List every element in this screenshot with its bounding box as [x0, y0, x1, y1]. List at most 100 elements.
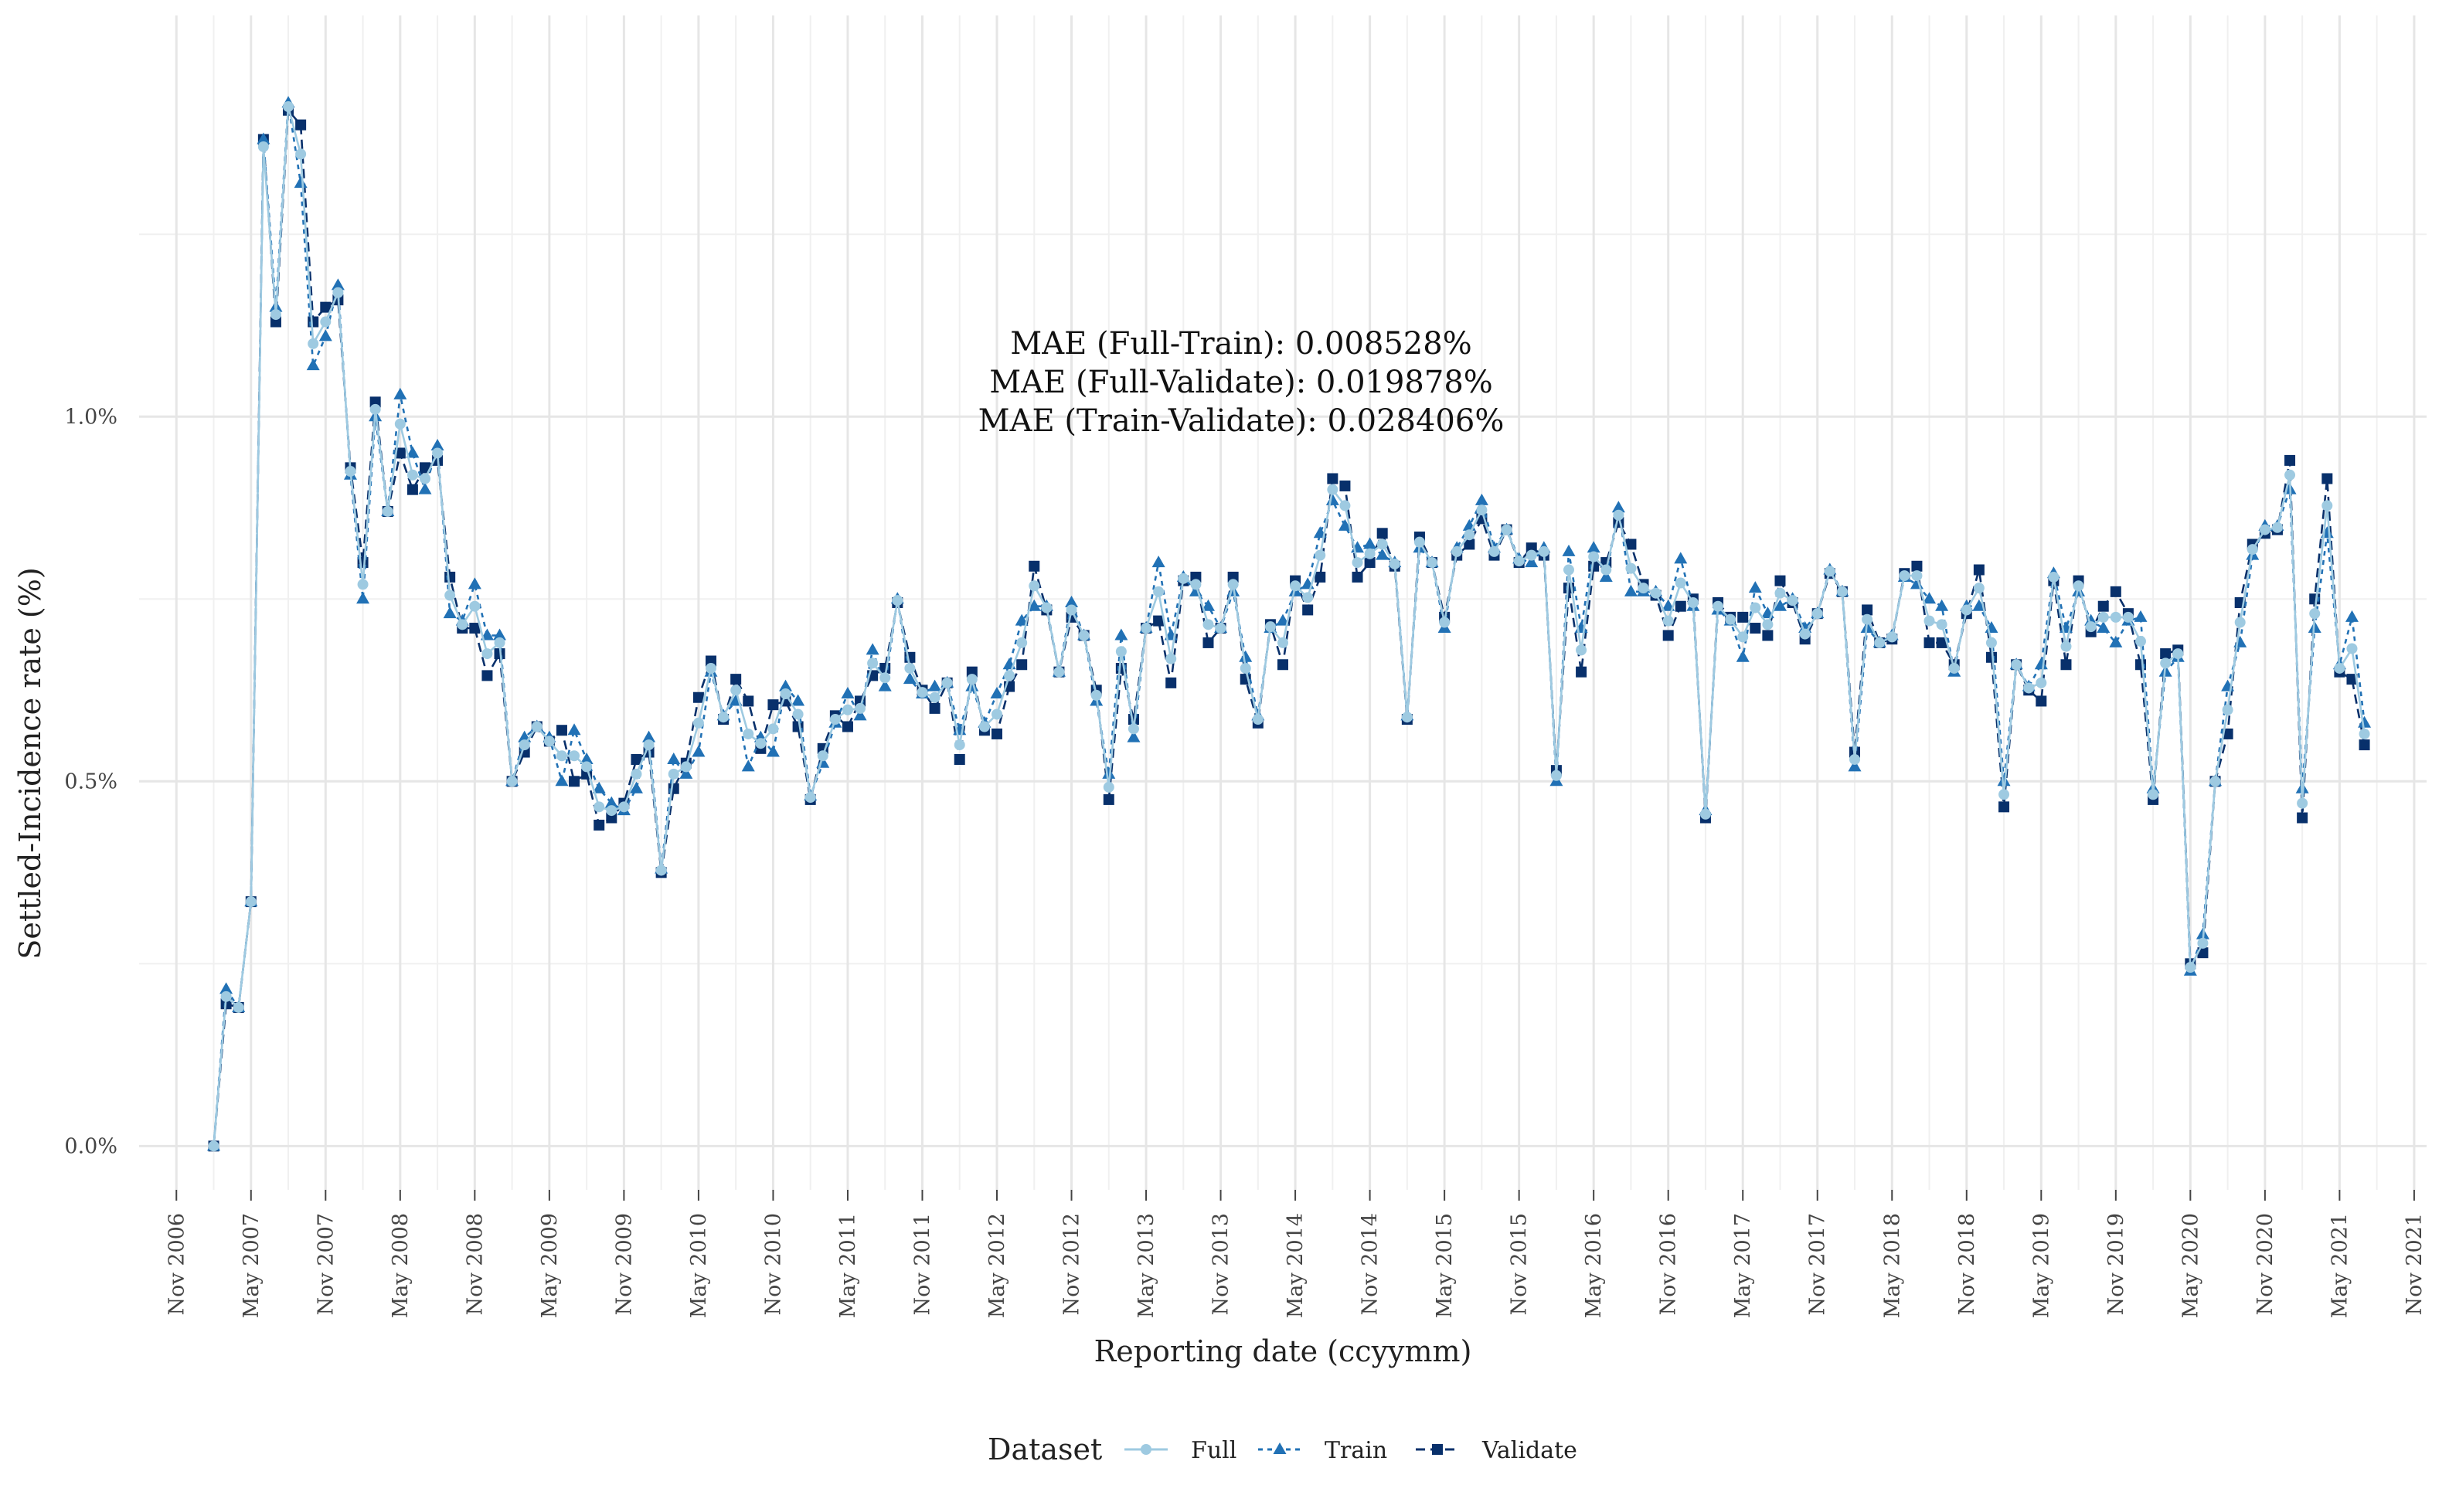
data-point-full — [2172, 648, 2184, 660]
x-tick-label: Nov 2021 — [2403, 1213, 2427, 1315]
data-point-validate — [2060, 659, 2072, 671]
legend-label: Train — [1325, 1437, 1387, 1464]
data-point-full — [1016, 637, 1028, 648]
data-point-full — [767, 723, 779, 735]
data-point-validate — [394, 447, 406, 459]
data-point-train — [2097, 621, 2111, 634]
data-point-full — [245, 896, 257, 908]
data-point-full — [743, 728, 754, 739]
data-point-validate — [743, 695, 754, 707]
data-point-full — [1165, 653, 1177, 664]
data-point-full — [1053, 666, 1065, 678]
data-point-full — [2234, 617, 2246, 628]
data-point-validate — [992, 728, 1002, 739]
data-point-full — [1961, 604, 1972, 616]
x-tick-label: Nov 2017 — [1806, 1213, 1830, 1315]
data-point-full — [1141, 623, 1152, 634]
data-point-full — [569, 750, 580, 762]
data-point-full — [1252, 714, 1264, 725]
data-point-validate — [767, 699, 779, 711]
data-point-train — [580, 752, 594, 764]
x-tick-label: Nov 2012 — [1060, 1213, 1084, 1315]
data-point-full — [1215, 623, 1226, 634]
data-point-full — [382, 505, 393, 517]
data-point-full — [1439, 617, 1451, 628]
data-point-validate — [842, 721, 853, 732]
data-point-full — [220, 990, 232, 1002]
data-point-validate — [1103, 793, 1114, 805]
data-point-train — [667, 752, 681, 764]
data-point-full — [1862, 613, 1873, 625]
data-point-full — [2259, 524, 2270, 535]
data-point-train — [2345, 610, 2359, 622]
data-point-validate — [1737, 611, 1749, 623]
data-point-full — [1638, 583, 1649, 594]
data-point-validate — [420, 462, 430, 474]
data-point-train — [1848, 759, 1862, 772]
data-point-validate — [954, 753, 965, 765]
data-point-full — [257, 141, 269, 152]
data-point-validate — [1202, 637, 1214, 648]
data-point-train — [1562, 544, 1576, 556]
data-point-full — [1401, 712, 1413, 723]
data-point-full — [1811, 608, 1823, 620]
data-point-full — [879, 672, 891, 684]
data-point-full — [1787, 595, 1798, 606]
data-point-full — [444, 590, 456, 601]
data-point-train — [1127, 730, 1141, 742]
data-point-full — [1998, 789, 2010, 800]
data-point-full — [457, 619, 468, 630]
x-tick-label: Nov 2010 — [761, 1213, 785, 1315]
legend-item-full: Full — [1124, 1437, 1236, 1464]
data-point-train — [779, 679, 793, 691]
data-point-train — [1525, 556, 1539, 568]
data-point-full — [1662, 615, 1674, 627]
data-point-full — [2359, 728, 2370, 739]
data-point-full — [692, 717, 704, 729]
data-point-validate — [2097, 600, 2109, 612]
data-point-full — [829, 714, 841, 725]
data-point-train — [604, 796, 618, 808]
legend-key-marker — [1141, 1444, 1151, 1455]
data-point-full — [655, 865, 667, 876]
data-point-full — [978, 721, 990, 732]
legend-label: Full — [1191, 1437, 1236, 1464]
data-point-validate — [1936, 637, 1947, 648]
data-point-full — [1339, 500, 1351, 511]
data-point-full — [1004, 670, 1015, 681]
data-point-full — [780, 688, 791, 700]
data-point-full — [1985, 637, 1997, 648]
data-point-full — [606, 805, 617, 817]
data-point-full — [842, 704, 853, 715]
data-point-train — [2109, 635, 2123, 647]
data-point-train — [1201, 599, 1215, 611]
data-point-full — [1389, 558, 1400, 569]
series-validate — [208, 104, 2370, 1152]
data-point-full — [1600, 564, 1612, 576]
data-point-full — [581, 761, 593, 773]
data-point-validate — [594, 819, 605, 831]
series-line-validate — [213, 107, 2366, 1147]
data-point-full — [1427, 557, 1438, 569]
data-point-full — [308, 338, 319, 349]
y-tick-label: 1.0% — [64, 405, 117, 429]
data-point-full — [2185, 962, 2196, 973]
data-point-full — [2271, 522, 2283, 533]
x-tick-label: May 2007 — [240, 1213, 264, 1318]
data-point-validate — [1973, 564, 1985, 576]
series-layer — [207, 96, 2372, 1152]
data-point-train — [990, 687, 1004, 699]
data-point-full — [1824, 566, 1835, 577]
x-tick-label: Nov 2019 — [2104, 1213, 2128, 1315]
data-point-full — [1588, 551, 1600, 562]
x-tick-label: May 2021 — [2328, 1213, 2352, 1318]
data-point-train — [430, 439, 444, 451]
data-point-full — [992, 708, 1002, 720]
data-point-train — [493, 628, 507, 640]
mae-line: MAE (Train-Validate): 0.028406% — [978, 403, 1505, 439]
data-point-validate — [1339, 480, 1351, 491]
data-point-full — [1115, 646, 1127, 657]
data-point-validate — [1675, 600, 1686, 612]
data-point-full — [1376, 539, 1388, 550]
data-point-train — [406, 446, 420, 458]
